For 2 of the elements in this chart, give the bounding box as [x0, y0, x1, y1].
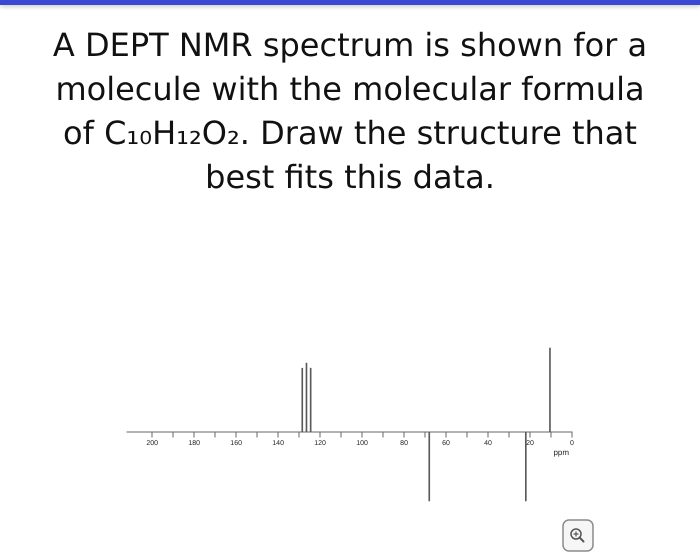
chart-title: A DEPT NMR spectrum is shown for a molecule with the molecular formula of C₁₀H₁₂O₂. Draw the structure that best fits this data. — [52, 25, 648, 198]
x-axis-title: ppm — [553, 448, 570, 458]
